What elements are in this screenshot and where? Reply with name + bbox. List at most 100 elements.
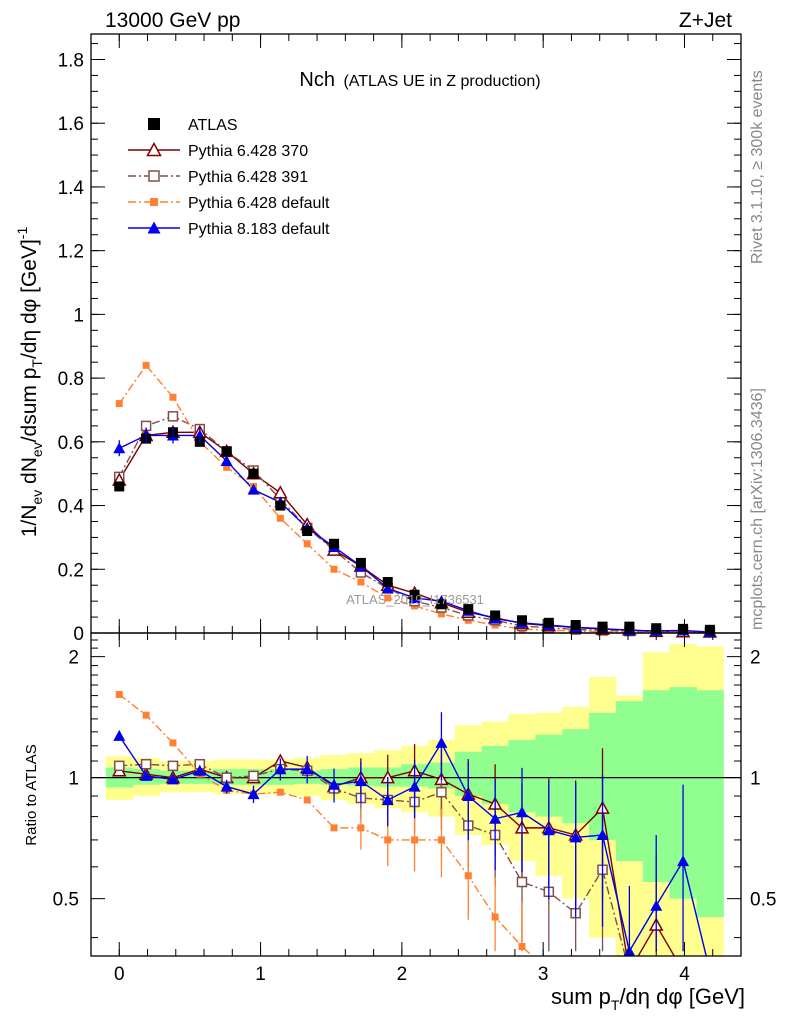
x-tick-label: 1 [255, 964, 266, 985]
ratio-point [354, 775, 367, 787]
data-point [624, 621, 635, 632]
ratio-point [115, 691, 123, 699]
y-tick-label: 1.8 [58, 50, 84, 71]
ratio-point [166, 773, 179, 785]
data-point [248, 468, 259, 479]
ratio-point [193, 764, 206, 776]
legend-entry: Pythia 6.428 391 [188, 169, 308, 186]
data-point [220, 454, 233, 466]
data-point [223, 463, 231, 471]
ratio-point [167, 760, 179, 772]
series-line-pythia-6-428-default [118, 364, 710, 634]
x-tick-label: 4 [679, 964, 690, 985]
ratio-point [464, 872, 472, 880]
legend-entry: Pythia 8.183 default [188, 221, 330, 238]
ratio-point [357, 824, 365, 832]
data-point [114, 481, 125, 492]
x-axis-title: sum pT/dη dφ [GeV] [551, 984, 745, 1013]
ratio-point [330, 824, 338, 832]
data-point [437, 610, 445, 618]
ratio-point [489, 812, 502, 824]
data-point [381, 582, 394, 594]
ratio-point [303, 796, 311, 804]
data-point [409, 589, 420, 600]
legend-marker [150, 198, 158, 206]
legend-entry: ATLAS [188, 117, 238, 134]
data-point [273, 485, 288, 499]
ratio-series-group [111, 691, 707, 956]
data-point [303, 540, 311, 548]
plot-title-main: Nch [299, 69, 335, 91]
energy-label: 13000 GeV pp [105, 9, 240, 32]
y-tick-label: 1.2 [58, 242, 84, 263]
y-tick-label: 0.8 [58, 369, 84, 390]
ratio-point [113, 729, 126, 741]
data-point [384, 594, 392, 602]
uncertainty-band-inner [615, 701, 644, 862]
data-point [115, 400, 123, 408]
plot-title: Nch (ATLAS UE in Z production) [299, 69, 540, 91]
ratio-point [569, 831, 582, 843]
data-point [570, 620, 581, 631]
data-point [355, 557, 366, 568]
legend-entry: Pythia 6.428 370 [188, 143, 308, 160]
ratio-point [142, 711, 150, 719]
ratio-point [114, 760, 125, 772]
ratio-point [437, 836, 445, 844]
uncertainty-band-inner [696, 690, 724, 918]
ratio-point [435, 736, 448, 748]
legend-marker [148, 118, 160, 130]
data-point [329, 538, 340, 549]
data-point [330, 565, 338, 573]
legend-marker [146, 141, 162, 157]
ratio-point [515, 806, 528, 818]
ratio-point [247, 788, 260, 800]
y-tick-label: 0.6 [58, 433, 84, 454]
series-line-pythia-6-428-391 [118, 415, 710, 633]
x-tick-label: 3 [538, 964, 549, 985]
watermark: ATLAS_2019_I1736531 [346, 592, 484, 607]
data-point [516, 615, 527, 626]
legend-entry: Pythia 6.428 default [188, 195, 330, 212]
ratio-axis-title: Ratio to ATLAS [23, 744, 40, 845]
ratio-point [381, 793, 394, 805]
y-tick-label: 0.4 [58, 497, 85, 518]
data-point [221, 446, 232, 457]
legend: ATLAS Pythia 6.428 370 Pythia 6.428 391 Pyt… [128, 117, 330, 238]
y-tick-label: 1.4 [58, 178, 85, 199]
data-point [382, 577, 393, 588]
data-point [543, 617, 554, 628]
svg-text:Nch (ATLAS UE in Z pro: Nch (ATLAS UE in Z production) [299, 69, 540, 91]
data-point [678, 623, 689, 634]
ratio-tick-label-right: 1 [750, 769, 761, 790]
data-point [490, 610, 501, 621]
x-tick-label: 2 [397, 964, 408, 985]
y-tick-label: 1.6 [58, 114, 84, 135]
data-point [275, 500, 286, 511]
ratio-tick-label-right: 2 [750, 648, 761, 669]
ratio-point [301, 763, 314, 775]
x-tick-label: 0 [114, 964, 125, 985]
ratio-tick-label-left: 0.5 [53, 890, 79, 911]
ratio-tick-label-right: 0.5 [750, 890, 776, 911]
y-tick-label: 0 [73, 624, 84, 645]
data-point [463, 604, 474, 615]
ratio-point [650, 899, 663, 911]
ratio-point [248, 770, 259, 782]
y-tick-label: 0.2 [58, 560, 84, 581]
ratio-panel: 0.5 0.5 1 1 2 2 0 1 2 3 4 [53, 632, 776, 985]
ratio-point [140, 758, 152, 770]
main-panel: 0 0.2 0.4 0.6 0.8 1 1.2 1.4 1.6 1.8 ATLAS_2019_I1… [58, 33, 742, 645]
rivet-label: Rivet 3.1.10, ≥ 300k events [749, 70, 766, 264]
ratio-tick-label-left: 1 [68, 769, 79, 790]
ratio-point [677, 855, 690, 867]
data-point [247, 483, 260, 495]
ratio-tick-label-left: 2 [68, 648, 79, 669]
data-point [436, 599, 447, 610]
ratio-point [276, 788, 284, 796]
ratio-point [140, 769, 153, 781]
process-label: Z+Jet [679, 9, 732, 32]
ratio-point [542, 824, 555, 836]
ratio-point [516, 876, 528, 888]
